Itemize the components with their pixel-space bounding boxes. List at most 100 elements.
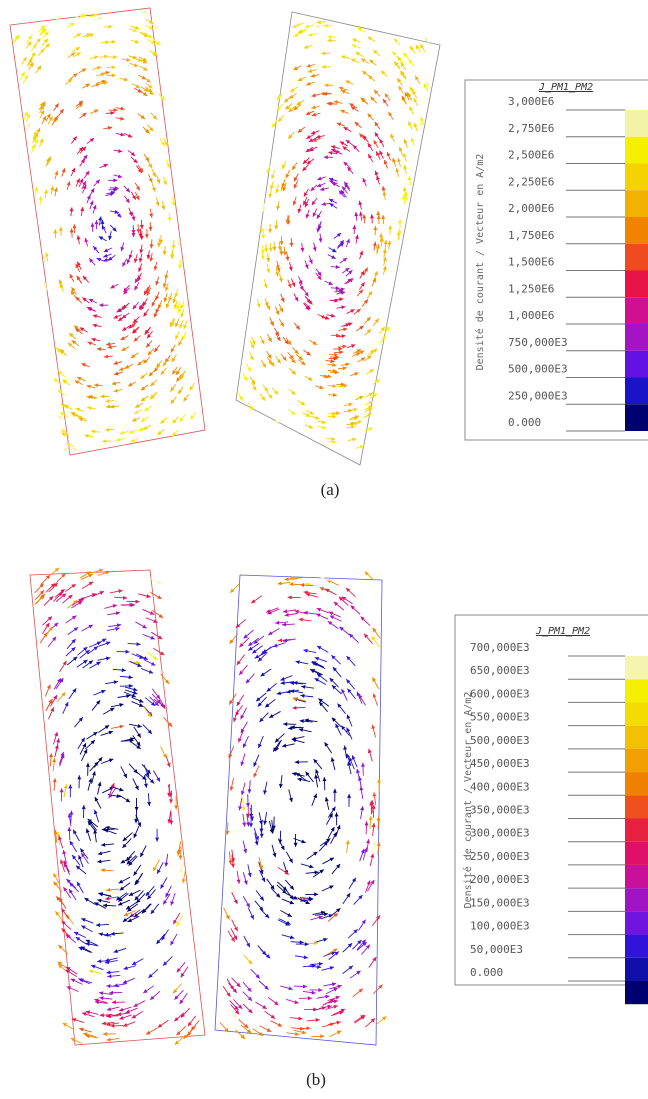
blade-outline	[214, 574, 383, 1046]
arrow-head	[150, 40, 156, 45]
arrow-head	[24, 111, 29, 116]
arrow-head	[329, 615, 335, 620]
arrow-head	[352, 437, 357, 442]
arrow-head	[98, 16, 103, 21]
arrow-head	[39, 102, 44, 107]
arrow-head	[132, 329, 137, 334]
arrow-head	[415, 44, 420, 50]
arrow-head	[148, 84, 153, 89]
arrow-head	[75, 296, 80, 302]
arrow-head	[351, 44, 357, 48]
tick-label: 500,000E3	[470, 734, 530, 747]
arrow-head	[402, 195, 407, 200]
arrow-head	[238, 806, 243, 811]
arrow-head	[327, 1004, 332, 1009]
arrow-head	[78, 598, 83, 603]
arrow-head	[161, 704, 166, 709]
arrow-head	[373, 348, 378, 353]
arrow-head	[258, 743, 262, 749]
arrow-head	[90, 740, 95, 745]
arrow-head	[308, 32, 313, 37]
arrow-head	[53, 187, 58, 192]
arrow-head	[306, 81, 311, 86]
arrow-head	[146, 288, 150, 294]
arrow-head	[267, 610, 272, 615]
arrow-head	[304, 202, 309, 208]
arrow-head	[228, 753, 233, 759]
arrow-head	[265, 954, 271, 959]
arrow-head	[133, 913, 139, 918]
arrow-head	[348, 278, 354, 283]
arrow-head	[311, 130, 316, 135]
arrow-head	[257, 702, 262, 707]
arrow-head	[291, 370, 296, 375]
arrow-head	[83, 659, 88, 664]
arrow-head	[331, 255, 336, 259]
arrow-head	[303, 610, 308, 615]
arrow-head	[84, 237, 89, 243]
arrow-head	[394, 61, 399, 67]
arrow-head	[327, 621, 333, 626]
color-swatch	[625, 841, 648, 865]
arrow-head	[306, 160, 312, 165]
arrow-head	[289, 900, 294, 905]
arrow-head	[172, 370, 177, 375]
arrow-head	[72, 136, 77, 141]
arrow-head	[293, 32, 299, 37]
arrow-head	[49, 753, 54, 758]
arrow-head	[375, 378, 381, 383]
arrow-head	[401, 95, 406, 101]
arrow-head	[341, 55, 346, 60]
arrow-head	[93, 732, 98, 736]
arrow-head	[299, 285, 304, 291]
arrow-head	[164, 862, 169, 867]
arrow-head	[174, 995, 179, 1000]
arrow-head	[408, 121, 412, 126]
arrow-head	[340, 89, 346, 94]
arrow-head	[249, 823, 254, 828]
arrow-head	[362, 70, 367, 75]
arrow-head	[137, 276, 142, 282]
arrow-head	[144, 407, 149, 412]
arrow-head	[300, 247, 305, 252]
arrow-head	[94, 998, 99, 1003]
arrow-head	[73, 73, 78, 78]
arrow-head	[244, 1024, 249, 1029]
arrow-head	[95, 922, 101, 927]
arrow-head	[323, 937, 328, 942]
arrow-head	[165, 303, 170, 309]
arrow-head	[372, 627, 377, 633]
arrow-head	[71, 167, 75, 173]
arrow-head	[63, 887, 68, 892]
arrow-head	[358, 988, 363, 993]
arrow-head	[373, 50, 378, 55]
arrow-head	[301, 684, 306, 689]
arrow-head	[127, 907, 132, 912]
arrow-head	[369, 349, 375, 354]
arrow-head	[293, 184, 298, 189]
arrow-head	[73, 829, 77, 835]
arrow-head	[62, 1022, 67, 1027]
arrow-head	[155, 308, 160, 314]
arrow-head	[330, 757, 335, 762]
arrow-head	[101, 842, 106, 847]
arrow-head	[66, 878, 71, 884]
arrow-head	[367, 143, 372, 148]
arrow-head	[34, 138, 39, 144]
arrow-head	[164, 274, 169, 280]
arrow-head	[112, 227, 117, 232]
arrow-head	[97, 959, 102, 964]
arrow-head	[400, 71, 405, 76]
arrow-head	[288, 107, 293, 113]
arrow-head	[304, 942, 309, 947]
arrow-head	[101, 827, 106, 832]
color-swatch	[625, 217, 648, 244]
arrow-head	[366, 880, 371, 885]
arrow-head	[149, 19, 154, 24]
arrow-head	[123, 966, 128, 970]
arrow-head	[132, 28, 138, 33]
arrow-head	[332, 439, 337, 444]
arrow-head	[160, 702, 165, 707]
tick-label: 500,000E3	[508, 363, 568, 376]
arrow-head	[331, 685, 337, 690]
